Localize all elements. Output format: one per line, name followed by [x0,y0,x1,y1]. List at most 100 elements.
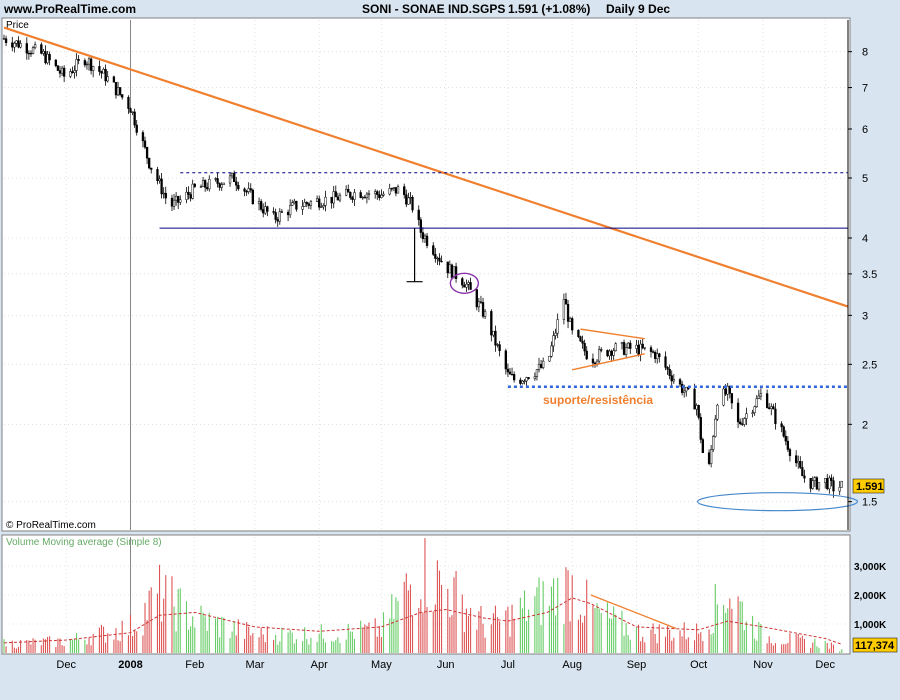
consolidation-ellipse [449,272,480,294]
price-bar-body [452,266,456,279]
price-bar-body [276,219,279,222]
price-bar-body [562,299,566,320]
price-bar-body [494,330,497,346]
price-bar-body [525,377,528,382]
price-bar-body [664,356,667,368]
volume-panel [1,534,851,655]
price-bar-body [145,147,149,159]
price-bar-body [523,380,526,383]
price-bar-body [423,235,427,239]
price-bar-body [15,40,18,44]
price-bar-body [191,183,194,199]
price-bar-body [467,282,470,285]
price-bar-body [465,283,468,288]
price-bar-body [222,182,225,185]
price-bar-body [162,192,165,195]
price-bar-body [411,197,414,211]
price-series [2,34,843,498]
price-bar-body [262,209,265,214]
symbol-title: SONI - SONAE IND.SGPS [362,2,506,16]
price-bar-body [527,377,530,379]
price-bar-body [537,363,541,370]
price-bar-body [278,211,281,222]
price-bar-body [46,53,49,64]
price-bar-body [156,169,159,182]
last-price-badge-text: 1.591 [856,481,884,493]
price-bar-body [203,180,207,188]
price-bar-body [141,132,145,142]
price-bar-body [228,175,232,184]
price-bar-body [293,200,296,203]
price-bar-body [641,343,644,349]
price-bar-body [374,191,377,194]
price-bar-body [409,197,412,199]
price-bar-body [100,71,103,74]
price-bar-body [668,368,671,376]
y-tick-label: 6 [862,124,868,136]
y-tick-label: 3 [862,310,868,322]
price-bar-body [479,301,483,303]
price-bar-body [454,266,458,279]
x-tick-label: Jul [501,659,515,671]
descending-trendline [3,26,849,308]
y-tick-label: 8 [862,47,868,59]
price-bar-body [477,301,481,308]
price-bar-body [440,260,443,263]
price-bar-body [512,374,516,381]
price-bar-body [235,181,238,186]
price-bar-body [396,186,400,194]
site-name[interactable]: www.ProRealTime.com [4,2,137,16]
price-bar-body [448,264,451,274]
volume-series [3,538,843,653]
price-bar-body [104,68,107,82]
price-bar-body [421,232,425,239]
price-bar-body [394,187,398,194]
y-tick-label: 5 [862,173,868,185]
price-bar-body [450,264,454,279]
price-bar-body [44,51,47,64]
price-bar-body [249,188,252,191]
price-bar-body [722,388,725,406]
price-bar-body [624,347,628,355]
price-bar-body [832,480,835,492]
price-bar-body [483,311,487,317]
price-bar-body [382,193,385,196]
price-bar-body [380,194,383,198]
price-bar-body [98,66,101,72]
price-bar-body [840,480,843,488]
price-bar-body [388,188,391,195]
price-bar-body [143,140,147,148]
price-bar-body [591,358,595,364]
price-bar-body [797,461,800,464]
price-bar-body [685,386,688,392]
x-tick-label: Dec [56,659,76,671]
price-bar-body [127,96,130,109]
price-bar-body [106,76,109,82]
price-bar-body [595,360,599,364]
price-bar-body [19,43,22,48]
price-bar-body [245,191,248,193]
price-bar-body [813,477,816,481]
last-volume-badge [852,637,898,653]
price-bar-body [680,383,684,393]
price-bar-body [160,178,163,195]
x-tick-label: 2008 [118,659,142,671]
price-bar-body [40,44,43,54]
price-bar-body [670,375,673,382]
price-bar-body [809,478,812,489]
price-bar-body [461,278,464,286]
price-bar-body [772,406,775,410]
price-bar-body [251,189,254,205]
price-bar-body [712,436,715,450]
price-bar-body [206,187,209,190]
price-bar-body [42,51,45,54]
support-resistance-label: suporte/resistência [543,393,653,407]
price-bar-body [714,418,717,437]
price-bar-body [614,343,617,351]
price-bar-body [753,406,756,413]
price-bar-body [581,340,584,344]
price-bar-body [707,452,711,464]
price-bar-body [29,52,33,55]
price-bar-body [699,417,702,440]
price-bar-body [759,393,763,397]
